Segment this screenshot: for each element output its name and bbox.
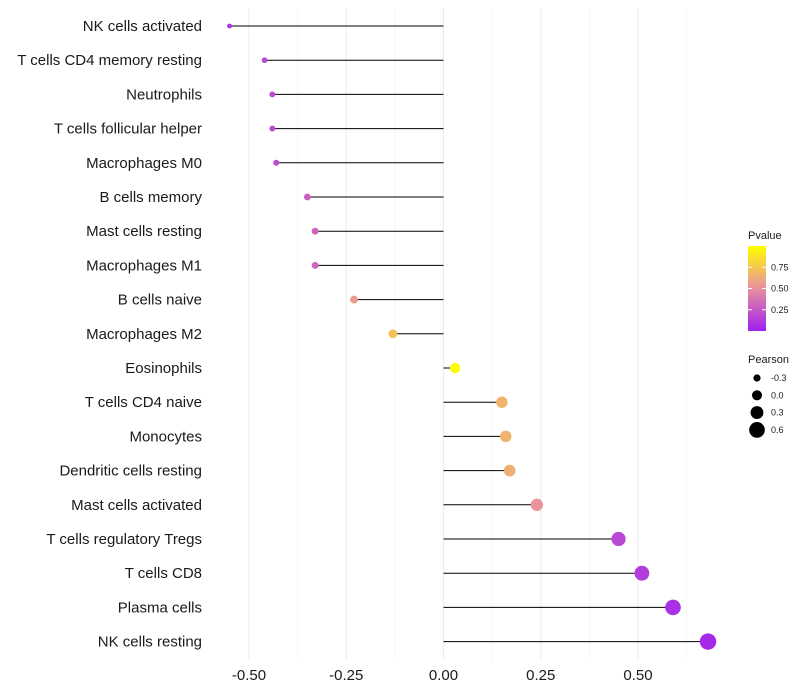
pearson-key-dot-2 xyxy=(750,406,764,420)
grid-lines xyxy=(248,8,688,660)
dot-8 xyxy=(350,295,358,304)
category-label-2: Neutrophils xyxy=(126,86,202,103)
category-label-16: T cells CD8 xyxy=(125,565,202,582)
lollipop-dots xyxy=(227,23,717,650)
category-label-17: Plasma cells xyxy=(118,599,202,616)
pearson-key-dot-1 xyxy=(751,390,763,401)
category-label-15: T cells regulatory Tregs xyxy=(46,531,202,548)
category-label-9: Macrophages M2 xyxy=(86,326,202,343)
category-label-11: T cells CD4 naive xyxy=(85,394,202,411)
dot-14 xyxy=(530,498,544,511)
category-label-10: Eosinophils xyxy=(125,360,202,377)
x-tick-label-0: -0.50 xyxy=(232,667,266,684)
dot-11 xyxy=(496,396,508,408)
pearson-key-dot-3 xyxy=(749,422,765,438)
pvalue-tick-label-2: 0.75 xyxy=(771,262,789,272)
pearson-legend-title: Pearson xyxy=(748,354,789,366)
category-label-14: Mast cells activated xyxy=(71,497,202,514)
pearson-key-label-2: 0.3 xyxy=(771,408,784,418)
category-label-0: NK cells activated xyxy=(83,18,202,35)
category-label-5: B cells memory xyxy=(99,189,202,206)
pearson-key-label-1: 0.0 xyxy=(771,390,784,400)
dot-9 xyxy=(388,329,398,339)
x-tick-label-4: 0.50 xyxy=(623,667,652,684)
pearson-key-label-3: 0.6 xyxy=(771,425,784,435)
category-label-13: Dendritic cells resting xyxy=(59,463,202,480)
category-label-3: T cells follicular helper xyxy=(54,121,202,138)
dot-4 xyxy=(273,159,280,166)
dot-6 xyxy=(311,227,319,235)
category-labels: NK cells activated T cells CD4 memory res… xyxy=(17,18,202,651)
pvalue-colorbar xyxy=(748,246,766,331)
x-tick-label-3: 0.25 xyxy=(526,667,555,684)
dot-1 xyxy=(261,57,268,64)
pearson-legend: Pearson -0.3 0.0 0.3 0.6 xyxy=(748,354,789,438)
dot-10 xyxy=(450,362,461,374)
dot-3 xyxy=(269,125,276,132)
pvalue-legend: Pvalue 0.25 0.50 0.75 xyxy=(748,230,789,331)
category-label-8: B cells naive xyxy=(118,292,202,309)
pvalue-tick-label-1: 0.50 xyxy=(771,284,789,294)
pearson-key-dot-0 xyxy=(753,374,761,382)
category-label-12: Monocytes xyxy=(129,428,202,445)
x-tick-label-2: 0.00 xyxy=(429,667,458,684)
pearson-key-label-0: -0.3 xyxy=(771,373,787,383)
pvalue-tick-label-0: 0.25 xyxy=(771,305,789,315)
dot-7 xyxy=(311,261,319,269)
category-label-18: NK cells resting xyxy=(98,634,202,651)
dot-12 xyxy=(499,430,512,443)
category-label-6: Mast cells resting xyxy=(86,223,202,240)
dot-16 xyxy=(634,565,650,581)
dot-17 xyxy=(665,599,681,616)
pvalue-legend-title: Pvalue xyxy=(748,230,782,242)
dot-18 xyxy=(699,633,717,650)
x-tick-label-1: -0.25 xyxy=(329,667,363,684)
dot-0 xyxy=(227,23,232,29)
category-label-7: Macrophages M1 xyxy=(86,257,202,274)
dot-2 xyxy=(269,91,276,98)
dot-5 xyxy=(303,193,311,201)
category-label-1: T cells CD4 memory resting xyxy=(17,52,202,69)
dot-15 xyxy=(611,531,626,547)
dot-13 xyxy=(503,464,516,477)
x-axis-ticks: -0.50 -0.25 0.00 0.25 0.50 xyxy=(232,667,653,684)
category-label-4: Macrophages M0 xyxy=(86,155,202,172)
lollipop-stems xyxy=(229,25,709,643)
